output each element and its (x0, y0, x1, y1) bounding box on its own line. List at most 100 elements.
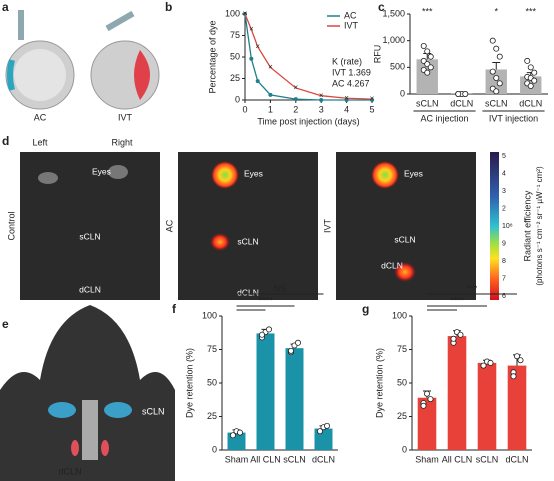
y-tick-label: 0 (402, 444, 407, 454)
y-tick-label: 50 (230, 51, 240, 61)
label: Left (32, 137, 48, 147)
data-point (420, 43, 427, 50)
data-point (496, 53, 503, 60)
data-point (462, 91, 469, 98)
x-tick-label: dCLN (450, 98, 473, 108)
lymph-node (71, 440, 79, 456)
panel-a: a AC IVT (2, 0, 160, 122)
x-tick-label: dCLN (312, 454, 335, 464)
x-tick-label: Sham (415, 454, 439, 464)
data-point (424, 69, 431, 76)
eye-lens (14, 49, 66, 101)
colorbar-label: 7 (502, 275, 506, 282)
legend-label: IVT (344, 20, 359, 30)
y-tick-label: 75 (397, 344, 407, 354)
data-point (424, 48, 431, 55)
data-point (493, 45, 500, 52)
colorbar-label: 6 (502, 293, 506, 300)
series-line (244, 13, 373, 100)
lymph-node (104, 402, 132, 418)
row-label: Control (6, 211, 16, 240)
group-label: IVT injection (489, 113, 538, 123)
colorbar-label: 3 (502, 188, 506, 195)
data-point (258, 331, 265, 338)
error-bar (492, 62, 501, 70)
panel-d: d Left Right Eyes sCLN dCLN Eyes sCLN dC… (2, 134, 544, 300)
marker (255, 79, 260, 84)
signal (394, 262, 416, 282)
panel-label: b (165, 0, 172, 14)
label: sCLN (142, 406, 165, 416)
marker: × (370, 94, 375, 103)
x-tick-label: All CLN (250, 454, 281, 464)
data-point (229, 432, 236, 439)
y-axis-label: Dye retention (%) (184, 348, 194, 418)
data-point (455, 91, 462, 98)
label: dCLN (79, 284, 101, 294)
label: Eyes (92, 166, 111, 176)
marker: × (344, 93, 349, 102)
annotation: AC 4.267 (332, 78, 370, 88)
label: sCLN (394, 234, 415, 244)
label: sCLN (237, 236, 258, 246)
dye-ac (7, 59, 15, 91)
significance: NS (274, 283, 287, 293)
x-tick-label: All CLN (442, 454, 473, 464)
label: Eyes (244, 168, 263, 178)
data-point (423, 390, 430, 397)
x-tick-label: dCLN (519, 98, 542, 108)
data-point (450, 335, 457, 342)
bar (447, 336, 467, 450)
data-point (489, 37, 496, 44)
x-tick-label: sCLN (416, 98, 439, 108)
colorbar-label: 8 (502, 258, 506, 265)
y-tick-label: 1,500 (382, 8, 405, 18)
signal (210, 233, 230, 251)
data-point (489, 68, 496, 75)
annotation: K (rate) (332, 56, 362, 66)
data-point (294, 339, 301, 346)
y-tick-label: 25 (397, 411, 407, 421)
significance: * (494, 6, 498, 16)
x-tick-label: sCLN (476, 454, 499, 464)
x-tick-label: dCLN (505, 454, 528, 464)
marker: × (268, 62, 273, 71)
data-point (493, 75, 500, 82)
data-point (316, 428, 323, 435)
annotation: IVT 1.369 (332, 67, 371, 77)
colorbar-label: 4 (502, 170, 506, 177)
panel-e: e sCLN dCLN (0, 305, 175, 481)
label: dCLN (58, 466, 81, 476)
marker (249, 56, 254, 61)
marker (344, 98, 349, 102)
y-tick-label: 0 (212, 444, 217, 454)
marker: × (255, 42, 260, 51)
bar (417, 397, 437, 450)
trachea (82, 400, 98, 460)
y-tick-label: 100 (225, 8, 240, 18)
blob (38, 172, 58, 184)
y-axis-label: RFU (372, 45, 382, 64)
row-label: AC (164, 219, 174, 232)
group-label: AC injection (420, 113, 468, 123)
y-axis-label: Percentage of dye (207, 20, 217, 93)
data-point (236, 429, 243, 436)
y-tick-label: 100 (392, 310, 407, 320)
x-tick-label: 3 (319, 104, 324, 114)
label: Right (111, 137, 133, 147)
colorbar-title: Radiant efficiency (522, 190, 532, 261)
bar (256, 333, 275, 450)
data-point (514, 353, 521, 360)
x-tick-label: 5 (369, 104, 374, 114)
data-point (420, 402, 427, 409)
lymph-node (48, 402, 76, 418)
data-point (265, 326, 272, 333)
x-tick-label: 0 (242, 104, 247, 114)
panel-label: a (2, 0, 9, 14)
data-point (496, 80, 503, 87)
data-point (287, 347, 294, 354)
y-axis-label: Dye retention (%) (374, 348, 384, 418)
y-tick-label: 500 (390, 62, 405, 72)
x-axis-label: Time post injection (days) (257, 116, 359, 126)
panel-label: d (2, 134, 9, 148)
